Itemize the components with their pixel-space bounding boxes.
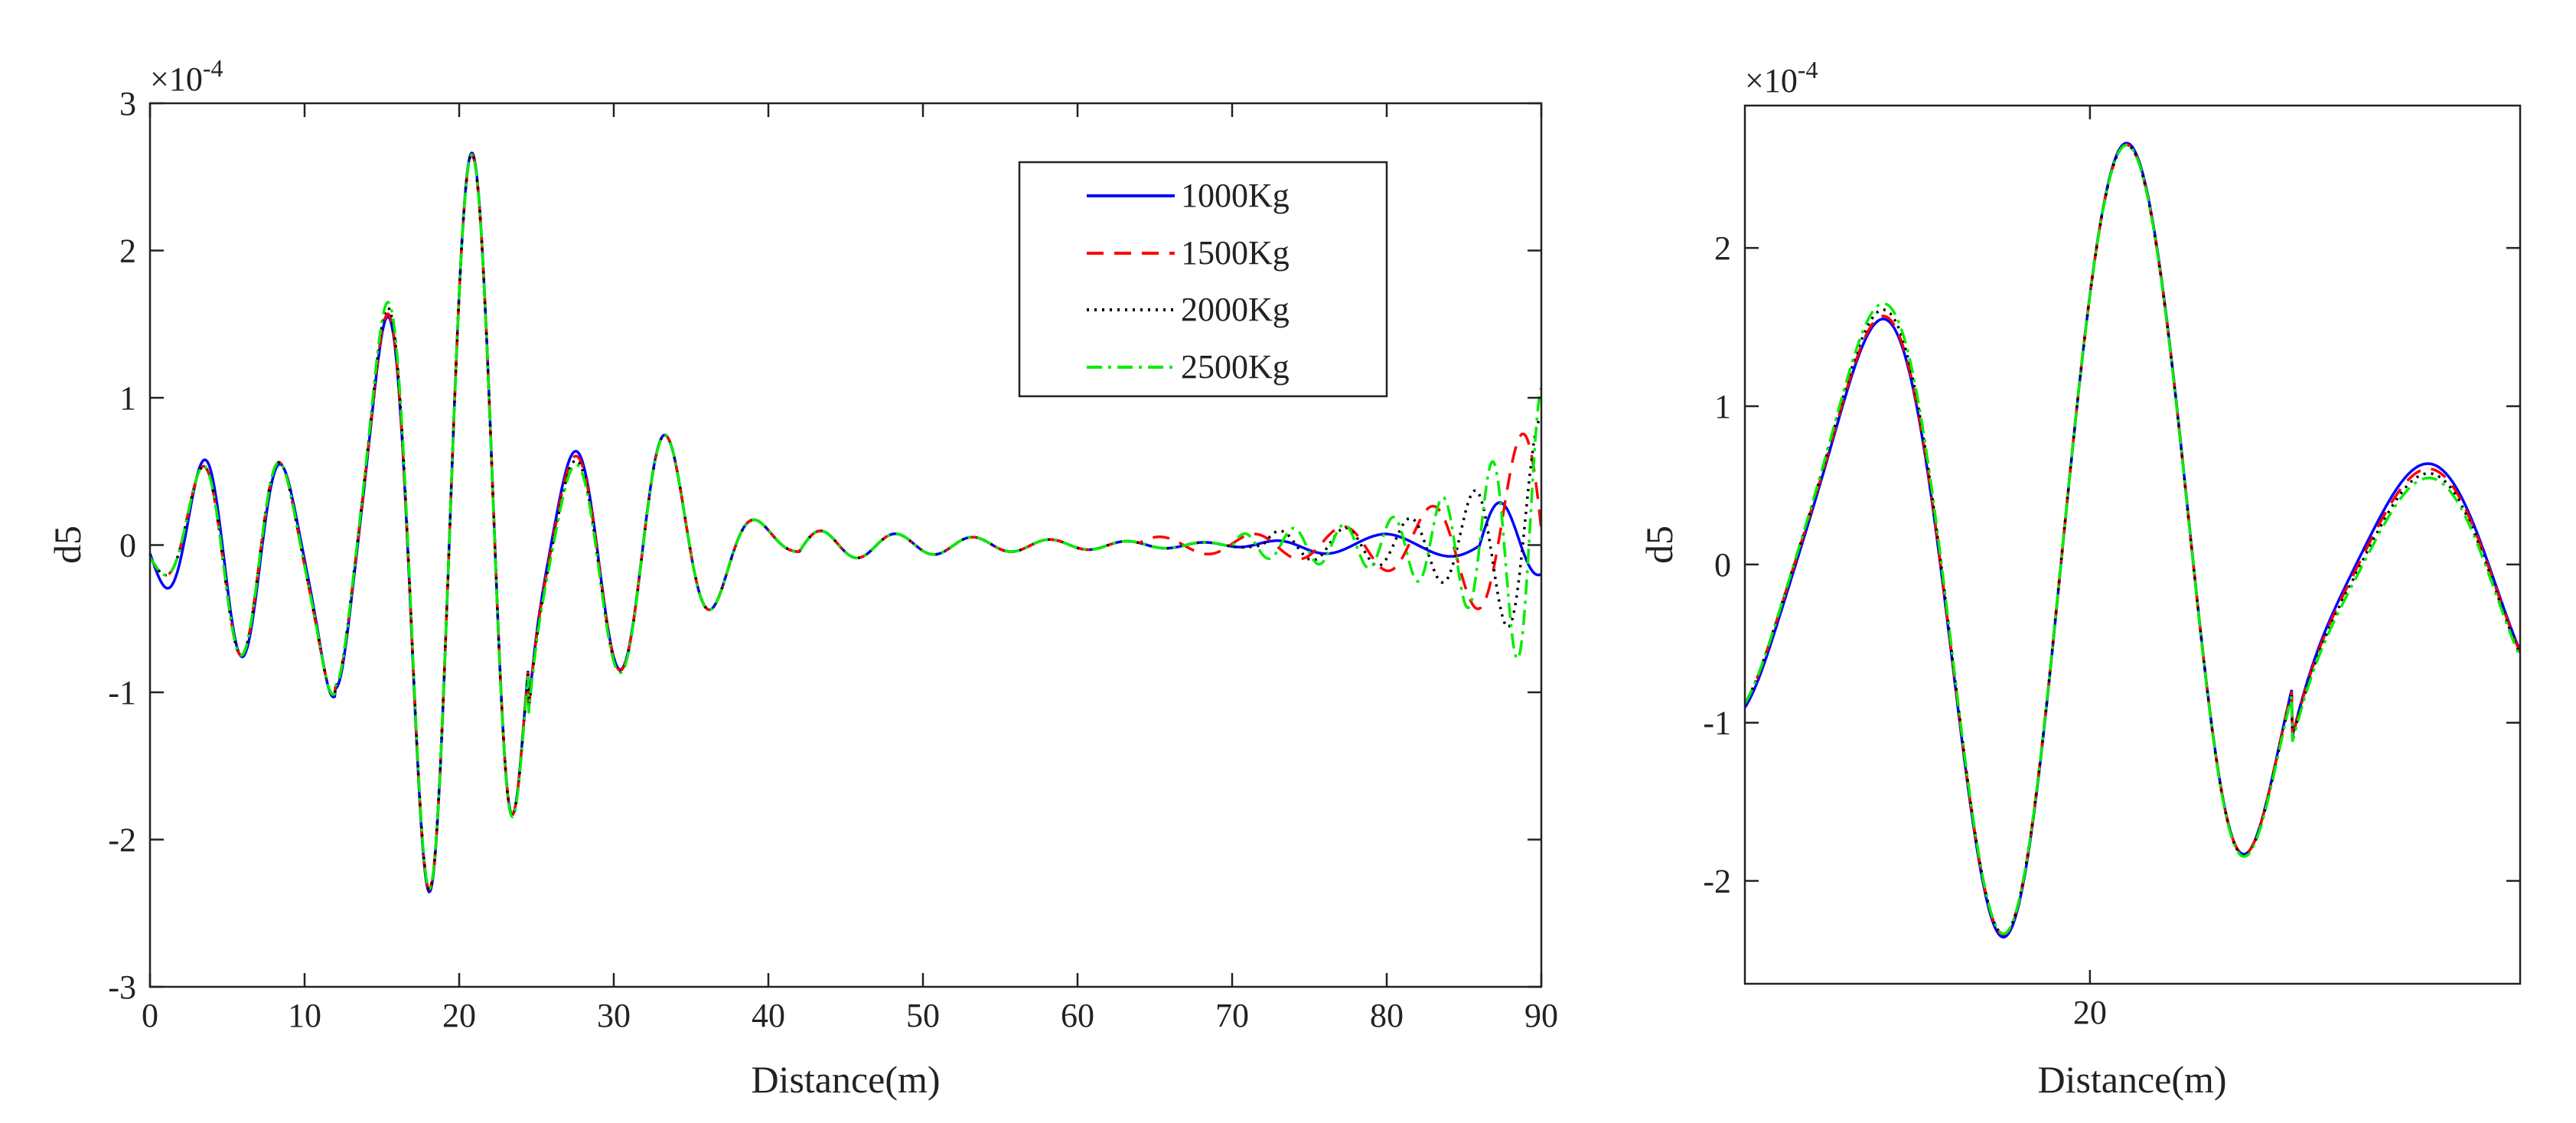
left-y-tick-label: -1 (108, 674, 136, 711)
legend-box (1018, 161, 1388, 398)
left-y-tick-label: -2 (108, 822, 136, 859)
left-x-tick-label: 10 (288, 997, 321, 1034)
left-y-tick-label: 0 (119, 527, 136, 565)
left-series-group (148, 151, 1543, 894)
left-y-multiplier: ×10-4 (150, 54, 223, 98)
right-x-tick-label: 20 (2073, 994, 2107, 1031)
left-x-tick-label: 80 (1370, 997, 1404, 1034)
right-series-line-1000kg (1745, 142, 2520, 939)
right-chart: 20 2 1 0 -1 -2 ×10-4 Distance(m) d5 (1638, 56, 2522, 1101)
left-y-tick-label: -3 (108, 968, 136, 1006)
legend-label-2000kg: 2000Kg (1181, 291, 1290, 328)
left-y-tick-label: 3 (119, 85, 136, 122)
left-y-tick-label: 1 (119, 379, 136, 417)
left-x-axis-label: Distance(m) (751, 1058, 940, 1101)
right-series-line-2500kg (1745, 143, 2520, 936)
left-x-tick-label: 50 (906, 997, 940, 1034)
right-x-axis-label: Distance(m) (2037, 1058, 2226, 1101)
left-x-tick-label: 20 (442, 997, 476, 1034)
left-x-tick-label: 30 (597, 997, 631, 1034)
legend-label-1000kg: 1000Kg (1181, 177, 1290, 214)
legend: 1000Kg 1500Kg 2000Kg 2500Kg (1018, 161, 1388, 398)
legend-label-2500kg: 2500Kg (1181, 348, 1290, 386)
legend-label-1500kg: 1500Kg (1181, 234, 1290, 272)
right-y-tick-label: -1 (1703, 705, 1731, 742)
right-y-tick-label: 0 (1714, 546, 1731, 584)
right-series-line-2000kg (1745, 143, 2520, 936)
right-plot-frame (1743, 104, 2522, 985)
right-y-tick-label: 2 (1714, 229, 1731, 267)
right-y-tick-label: 1 (1714, 388, 1731, 425)
right-tick-group: 20 2 1 0 -1 -2 (1703, 106, 2520, 1031)
left-x-tick-label: 60 (1061, 997, 1094, 1034)
right-series-group (1745, 142, 2520, 939)
right-y-tick-label: -2 (1703, 863, 1731, 900)
right-y-multiplier: ×10-4 (1745, 56, 1818, 99)
left-series-line-1500kg (148, 153, 1543, 891)
left-y-axis-label: d5 (46, 526, 89, 564)
right-y-axis-label: d5 (1638, 526, 1681, 564)
left-series-line-2500kg (148, 153, 1543, 890)
left-y-tick-label: 2 (119, 233, 136, 270)
left-x-tick-label: 0 (142, 997, 158, 1034)
right-series-line-1500kg (1745, 143, 2520, 936)
left-x-tick-label: 90 (1524, 997, 1558, 1034)
left-x-tick-label: 70 (1215, 997, 1249, 1034)
left-x-tick-label: 40 (752, 997, 785, 1034)
